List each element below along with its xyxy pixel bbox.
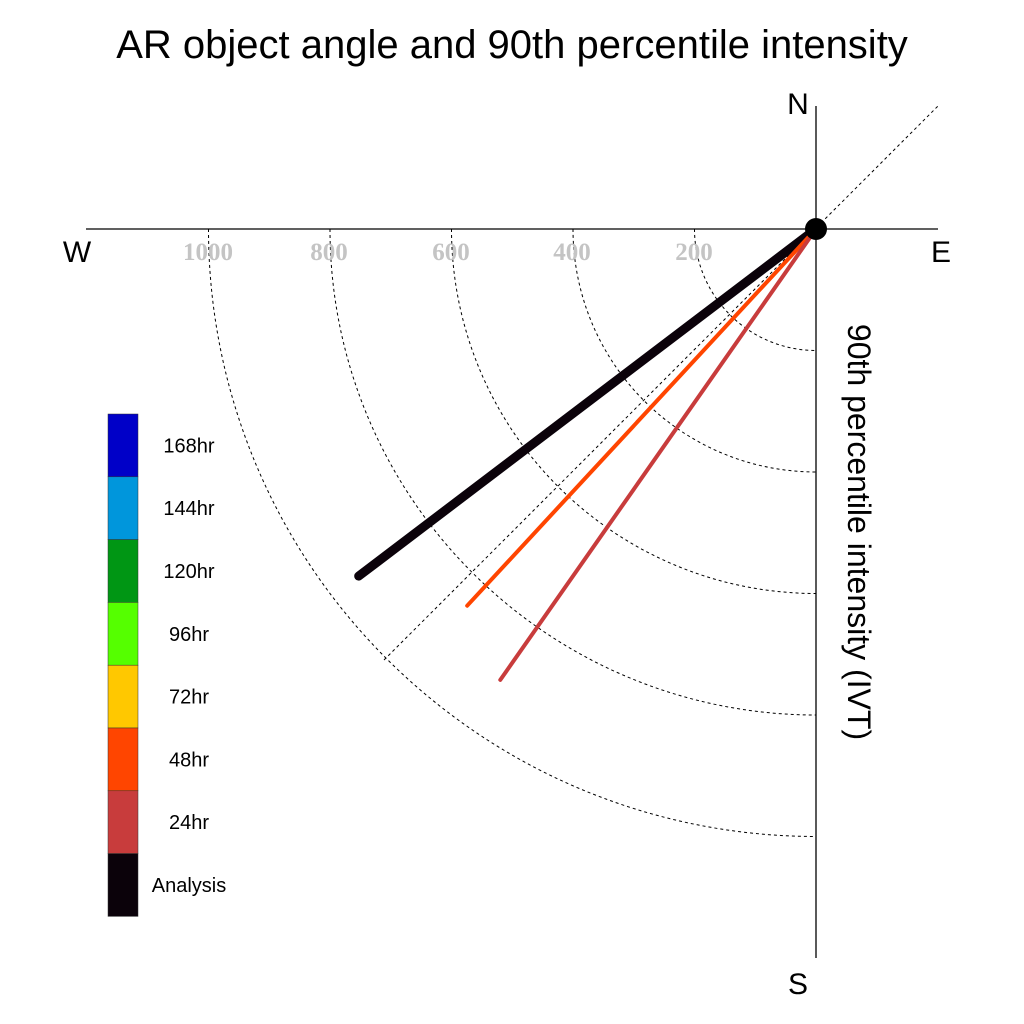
- legend-label-24hr: 24hr: [169, 812, 209, 834]
- west-label: W: [63, 236, 92, 269]
- vector-24hr: [498, 227, 818, 682]
- ring-800: [329, 228, 817, 716]
- legend-swatch-24hr: [107, 790, 139, 854]
- legend-label-analysis: Analysis: [152, 875, 226, 897]
- legend-swatch-96hr: [107, 602, 139, 666]
- south-label: S: [788, 968, 808, 1001]
- ring-400: [572, 228, 817, 473]
- ring-1000: [208, 228, 817, 837]
- ring-label-1000: 1000: [183, 239, 233, 266]
- origin-point: [805, 218, 827, 240]
- ring-label-600: 600: [432, 239, 470, 266]
- vector-48hr: [465, 227, 818, 608]
- legend-label-120hr: 120hr: [163, 561, 214, 583]
- y-axis-title: 90th percentile intensity (IVT): [841, 324, 877, 740]
- legend-label-168hr: 168hr: [163, 435, 214, 457]
- ring-label-200: 200: [675, 239, 713, 266]
- legend-label-48hr: 48hr: [169, 749, 209, 771]
- legend-swatch-72hr: [107, 664, 139, 729]
- legend-label-72hr: 72hr: [169, 687, 209, 709]
- ring-grid: [208, 228, 817, 837]
- legend: 168hr 144hr 120hr 96hr 72hr 48hr 24hr Analysis: [107, 413, 226, 917]
- legend-swatch-144hr: [107, 476, 139, 540]
- ring-label-800: 800: [310, 239, 348, 266]
- north-label: N: [787, 88, 809, 121]
- ring-600: [451, 228, 817, 594]
- chart-title: AR object angle and 90th percentile inte…: [116, 23, 908, 67]
- vector-series: [354, 224, 821, 682]
- ring-label-400: 400: [553, 239, 591, 266]
- legend-swatch-48hr: [107, 727, 139, 792]
- legend-swatch-168hr: [107, 413, 139, 478]
- legend-label-144hr: 144hr: [163, 498, 214, 520]
- legend-swatch-analysis: [107, 853, 139, 917]
- vector-analysis: [354, 224, 821, 581]
- ring-200: [694, 228, 817, 351]
- east-label: E: [931, 236, 951, 269]
- legend-label-96hr: 96hr: [169, 624, 209, 646]
- legend-swatch-120hr: [107, 539, 139, 603]
- diagonal-guide: [383, 105, 939, 661]
